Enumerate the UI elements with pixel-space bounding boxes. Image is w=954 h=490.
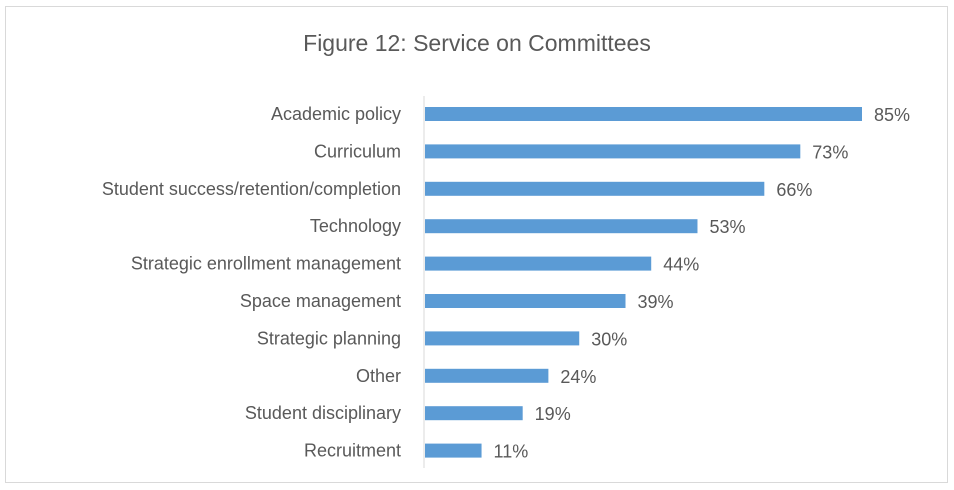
bar [425, 368, 549, 383]
value-label: 19% [535, 404, 571, 424]
bar [425, 181, 765, 196]
bar [425, 256, 652, 271]
value-label: 66% [776, 180, 812, 200]
category-label: Strategic enrollment management [131, 254, 401, 274]
bar [425, 443, 482, 458]
value-label: 44% [663, 255, 699, 275]
category-label: Recruitment [304, 441, 401, 461]
bar [425, 331, 580, 346]
bars [425, 107, 862, 458]
value-label: 39% [638, 292, 674, 312]
category-label: Academic policy [271, 104, 401, 124]
category-label: Curriculum [314, 141, 401, 161]
value-label: 53% [709, 217, 745, 237]
bar [425, 219, 698, 234]
category-label: Technology [310, 216, 401, 236]
category-label: Space management [240, 291, 401, 311]
category-label: Student disciplinary [245, 403, 401, 423]
bar [425, 294, 626, 308]
value-label: 24% [560, 367, 596, 387]
chart-title: Figure 12: Service on Committees [303, 30, 651, 56]
category-label: Other [356, 366, 401, 386]
bar [425, 406, 523, 421]
bar [425, 107, 862, 121]
category-label: Strategic planning [257, 328, 401, 348]
category-label: Student success/retention/completion [102, 179, 401, 199]
value-label: 85% [874, 105, 910, 125]
category-labels: Academic policy Curriculum Student success… [102, 104, 401, 461]
value-labels: 85% 73%66% 53% 44% 39% 30% 24% 19% 11% [494, 105, 910, 462]
chart-frame [5, 6, 948, 483]
value-label: 30% [591, 329, 627, 349]
value-label: 11% [494, 442, 529, 462]
value-label: 73% [812, 142, 848, 162]
bar [425, 144, 801, 159]
